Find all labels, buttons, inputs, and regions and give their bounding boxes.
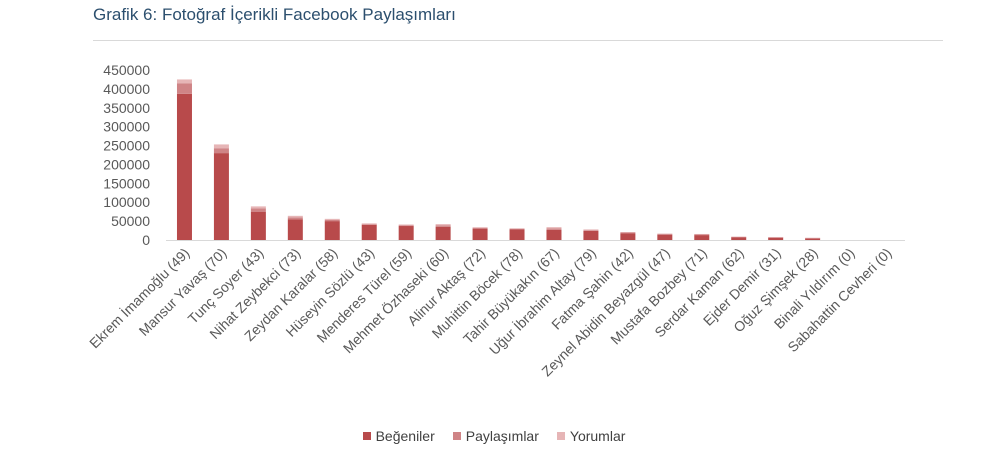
bar-segment-begeniler — [324, 221, 340, 240]
y-tick-label: 50000 — [111, 213, 150, 229]
bar-segment-paylasimlar — [213, 148, 229, 154]
bar-segment-paylasimlar — [731, 236, 747, 238]
bar-segment-begeniler — [361, 224, 377, 240]
y-tick-label: 400000 — [103, 81, 150, 97]
bar-segment-yorumlar — [805, 237, 821, 239]
bar-segment-paylasimlar — [509, 228, 525, 230]
chart-title: Grafik 6: Fotoğraf İçerikli Facebook Pay… — [93, 5, 456, 24]
bar-segment-begeniler — [620, 233, 636, 240]
bar-segment-paylasimlar — [176, 83, 192, 94]
bar-segment-paylasimlar — [768, 237, 784, 238]
bar-segment-yorumlar — [250, 206, 266, 209]
bar-segment-paylasimlar — [435, 225, 451, 227]
bar-segment-yorumlar — [435, 224, 451, 226]
y-tick-label: 300000 — [103, 119, 150, 135]
y-tick-label: 450000 — [103, 62, 150, 78]
legend-swatch-yorumlar — [556, 432, 565, 440]
legend-item-begeniler: Beğeniler — [362, 428, 435, 444]
y-tick-label: 200000 — [103, 156, 150, 172]
bar-segment-yorumlar — [768, 236, 784, 238]
bar-segment-paylasimlar — [583, 230, 599, 231]
bar-segment-yorumlar — [657, 233, 673, 235]
legend-label-yorumlar: Yorumlar — [569, 428, 626, 444]
bar-segment-begeniler — [657, 234, 673, 240]
bar-segment-paylasimlar — [398, 225, 414, 227]
bar-segment-begeniler — [805, 238, 821, 240]
stacked-bar-chart: 0 50000 100000 150000 200000 250000 300000 3500… — [85, 62, 905, 379]
bar-segment-yorumlar — [731, 236, 747, 238]
y-tick-label: 100000 — [103, 194, 150, 210]
bar-segment-begeniler — [287, 219, 303, 240]
bar-segment-paylasimlar — [620, 232, 636, 234]
legend: Beğeniler Paylaşımlar Yorumlar — [0, 428, 988, 444]
bar-segment-paylasimlar — [657, 233, 673, 235]
bar-segment-yorumlar — [361, 223, 377, 225]
bar-segment-yorumlar — [287, 215, 303, 218]
bar-segment-paylasimlar — [694, 234, 710, 236]
bar-segment-begeniler — [768, 237, 784, 240]
bar-segment-begeniler — [583, 230, 599, 240]
legend-swatch-begeniler — [362, 432, 371, 440]
bar-segment-begeniler — [472, 228, 488, 240]
bar-segment-paylasimlar — [361, 224, 377, 225]
bar-segment-paylasimlar — [324, 219, 340, 222]
bar-segment-paylasimlar — [472, 227, 488, 229]
bar-segment-paylasimlar — [250, 208, 266, 212]
legend-swatch-paylasimlar — [452, 432, 461, 440]
bar-segment-paylasimlar — [287, 217, 303, 220]
bar-segment-yorumlar — [213, 144, 229, 149]
bar-segment-yorumlar — [546, 227, 562, 229]
y-tick-label: 0 — [142, 232, 150, 248]
bar-segment-paylasimlar — [805, 238, 821, 239]
bar-segment-yorumlar — [176, 79, 192, 84]
bar-segment-yorumlar — [509, 228, 525, 229]
y-tick-label: 150000 — [103, 175, 150, 191]
bar-segment-begeniler — [176, 93, 192, 240]
bar-segment-begeniler — [509, 229, 525, 240]
bar-segment-yorumlar — [694, 233, 710, 235]
bar-segment-yorumlar — [324, 218, 340, 220]
bar-segment-yorumlar — [472, 227, 488, 228]
bar-segment-yorumlar — [398, 224, 414, 226]
y-tick-label: 350000 — [103, 100, 150, 116]
bar-segment-begeniler — [694, 235, 710, 240]
bar-segment-yorumlar — [583, 229, 599, 231]
bar-segment-begeniler — [398, 226, 414, 240]
y-tick-label: 250000 — [103, 138, 150, 154]
bar-segment-begeniler — [546, 229, 562, 240]
title-divider — [93, 40, 943, 41]
bar-segment-begeniler — [731, 237, 747, 240]
bar-segment-paylasimlar — [546, 228, 562, 230]
bar-segment-begeniler — [250, 211, 266, 240]
bar-segment-yorumlar — [620, 232, 636, 233]
legend-item-yorumlar: Yorumlar — [556, 428, 626, 444]
legend-label-paylasimlar: Paylaşımlar — [465, 428, 539, 444]
legend-item-paylasimlar: Paylaşımlar — [452, 428, 539, 444]
bar-segment-begeniler — [435, 226, 451, 240]
bar-segment-begeniler — [213, 153, 229, 240]
legend-label-begeniler: Beğeniler — [375, 428, 435, 444]
